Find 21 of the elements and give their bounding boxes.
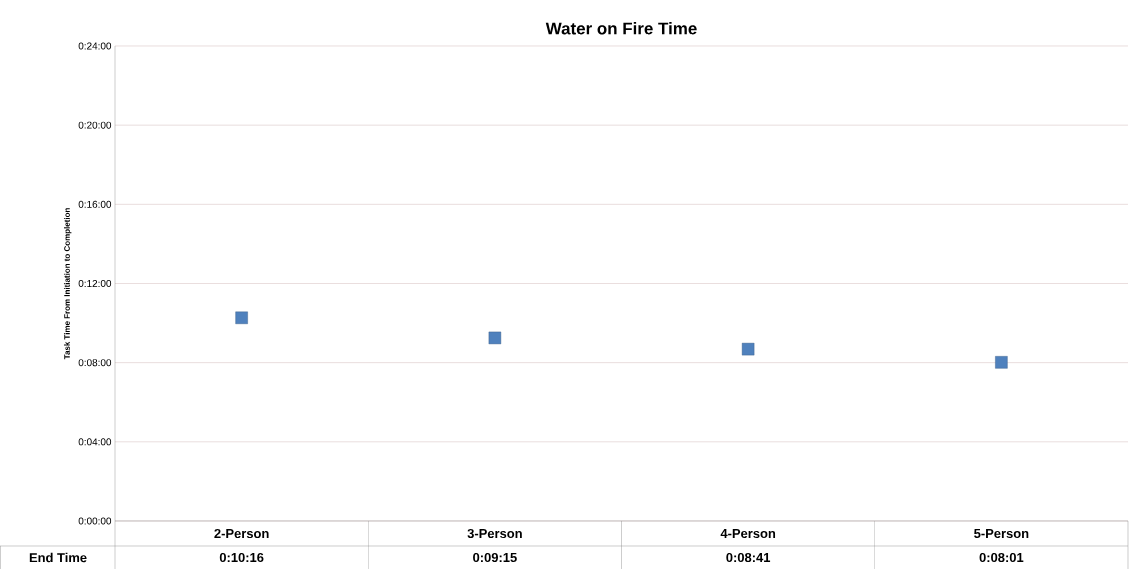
x-tick-label: 3-Person	[467, 528, 522, 539]
y-tick-label: 0:20:00	[78, 121, 112, 129]
y-tick-label: 0:00:00	[78, 517, 112, 525]
data-label: 0:09:15	[473, 552, 517, 563]
point	[741, 342, 755, 356]
y-tick-label: 0:24:00	[78, 42, 112, 50]
point	[235, 311, 248, 324]
chart-title: Water on Fire Time	[545, 22, 697, 35]
y-tick-label: 0:16:00	[78, 200, 112, 208]
data-label: 0:08:01	[979, 552, 1024, 563]
y-tick-label: 0:08:00	[78, 359, 112, 367]
y-tick-label: 0:12:00	[78, 279, 112, 288]
x-tick-label: 2-Person	[214, 528, 269, 539]
text: End Time	[29, 552, 87, 563]
x-tick-label: 5-Person	[974, 528, 1029, 538]
point	[995, 356, 1008, 369]
data-label: 0:08:41	[726, 552, 771, 563]
data-label: 0:10:16	[219, 552, 264, 563]
y-tick-label: 0:04:00	[78, 438, 112, 446]
x-tick-label: 4-Person	[720, 528, 776, 538]
point	[488, 331, 502, 345]
